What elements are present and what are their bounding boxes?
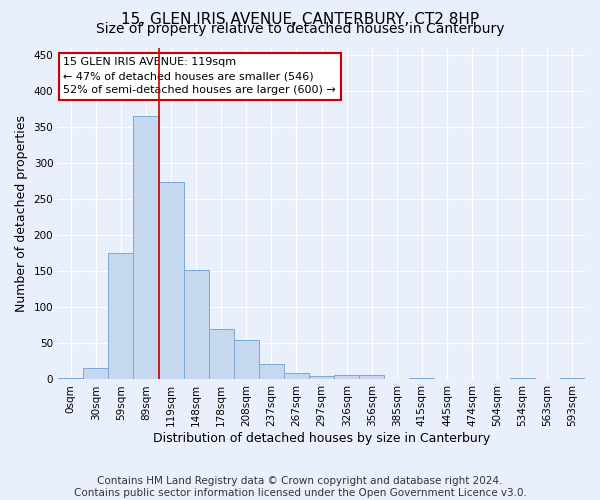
Bar bbox=[510, 378, 535, 380]
Bar bbox=[58, 378, 83, 380]
Bar bbox=[259, 364, 284, 380]
Bar bbox=[560, 378, 585, 380]
Bar bbox=[359, 375, 385, 380]
Y-axis label: Number of detached properties: Number of detached properties bbox=[15, 115, 28, 312]
Bar bbox=[409, 378, 434, 380]
Bar bbox=[109, 253, 133, 380]
Text: 15 GLEN IRIS AVENUE: 119sqm
← 47% of detached houses are smaller (546)
52% of se: 15 GLEN IRIS AVENUE: 119sqm ← 47% of det… bbox=[64, 58, 336, 96]
Bar bbox=[209, 329, 234, 380]
Bar bbox=[133, 116, 158, 380]
Text: Contains HM Land Registry data © Crown copyright and database right 2024.
Contai: Contains HM Land Registry data © Crown c… bbox=[74, 476, 526, 498]
Bar bbox=[83, 368, 109, 380]
Text: Size of property relative to detached houses in Canterbury: Size of property relative to detached ho… bbox=[96, 22, 504, 36]
X-axis label: Distribution of detached houses by size in Canterbury: Distribution of detached houses by size … bbox=[153, 432, 490, 445]
Bar bbox=[158, 182, 184, 380]
Bar bbox=[184, 270, 209, 380]
Bar bbox=[334, 375, 359, 380]
Bar bbox=[309, 376, 334, 380]
Bar bbox=[234, 340, 259, 380]
Bar bbox=[284, 373, 309, 380]
Text: 15, GLEN IRIS AVENUE, CANTERBURY, CT2 8HP: 15, GLEN IRIS AVENUE, CANTERBURY, CT2 8H… bbox=[121, 12, 479, 28]
